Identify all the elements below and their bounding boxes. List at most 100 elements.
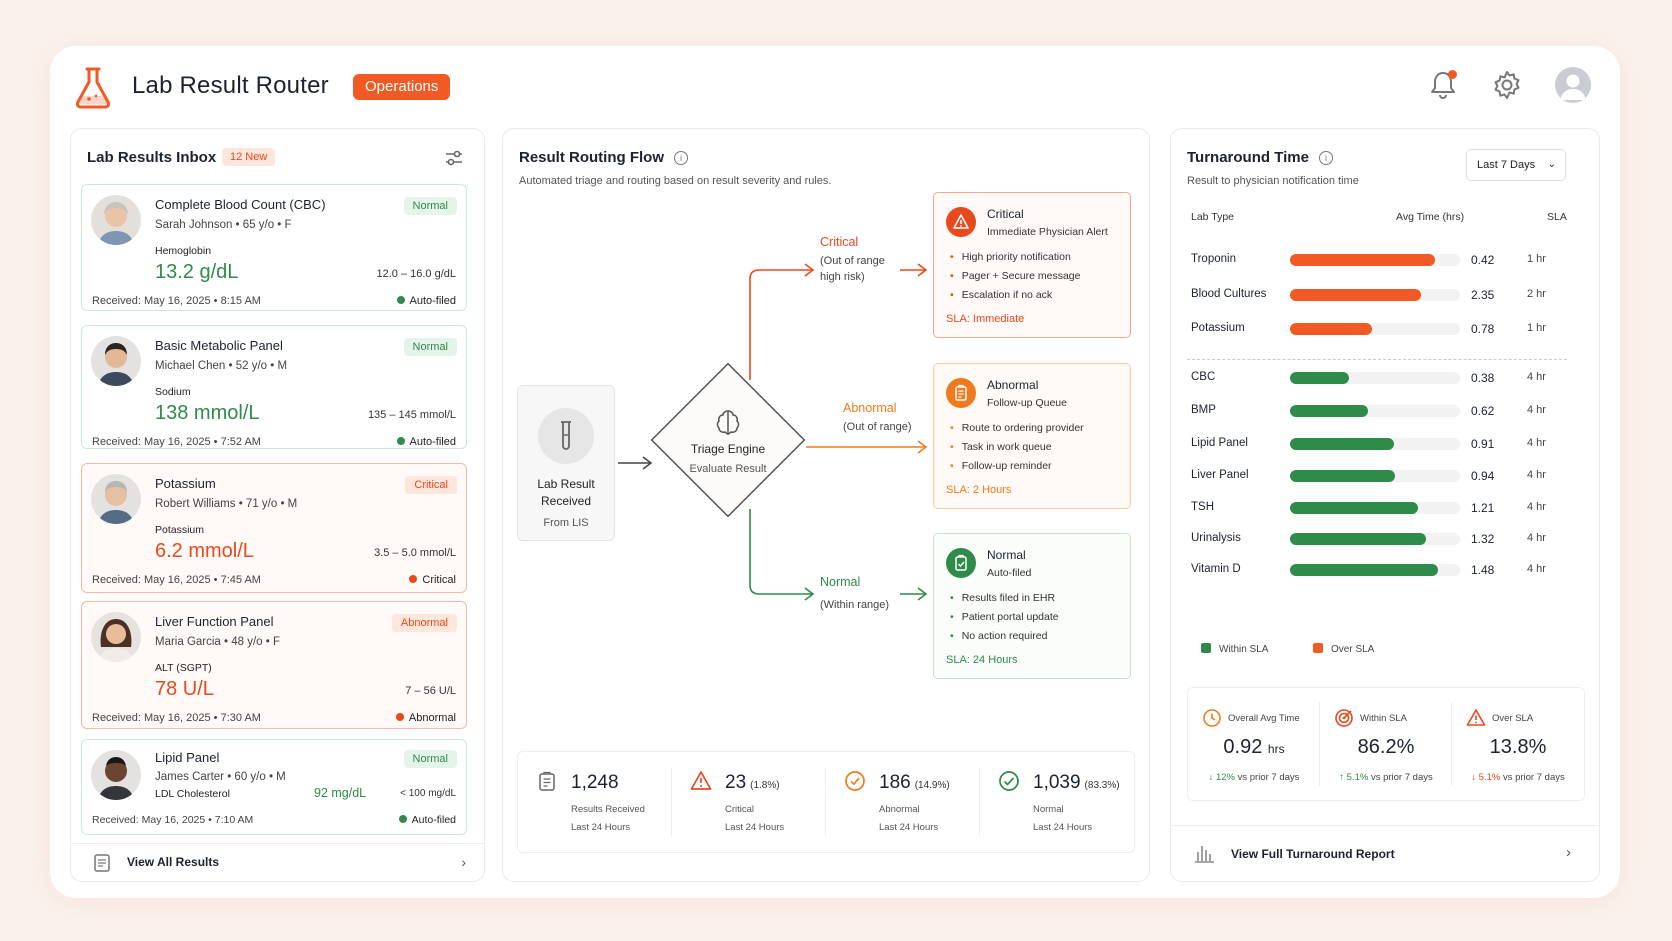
operations-badge[interactable]: Operations — [353, 74, 451, 100]
avg-time-value: 0.91 — [1471, 437, 1495, 451]
analyte-name: Potassium — [155, 524, 205, 536]
gear-icon[interactable] — [1490, 68, 1524, 102]
stat-value: 1,248 — [571, 772, 619, 794]
analyte-name: Hemoglobin — [155, 245, 212, 257]
check-circle-icon — [999, 771, 1019, 791]
avg-time-value: 1.21 — [1471, 501, 1495, 515]
kpi-delta-text: vs prior 7 days — [1502, 772, 1565, 783]
bell-icon[interactable] — [1426, 68, 1460, 102]
analyte-name: LDL Cholesterol — [155, 788, 230, 800]
stat-label: Abnormal — [879, 804, 920, 815]
tat-subtitle: Result to physician notification time — [1187, 175, 1359, 187]
stat-period: Last 24 Hours — [879, 822, 939, 833]
critical-route-sub2: high risk) — [820, 271, 865, 283]
stat-received: 1,248 Results Received Last 24 Hours — [518, 752, 672, 852]
abnormal-route-box[interactable]: Abnormal Follow-up Queue Route to orderi… — [933, 363, 1131, 509]
report-link-label: View Full Turnaround Report — [1231, 847, 1395, 861]
lab-type-name: Potassium — [1191, 322, 1245, 334]
warning-triangle-icon — [946, 207, 976, 237]
box-actions: Results filed in EHR Patient portal upda… — [950, 592, 1059, 649]
status-tag: Critical — [405, 476, 457, 494]
view-all-results-link[interactable]: View All Results › — [71, 843, 484, 881]
filing-status-label: Critical — [422, 574, 456, 586]
box-action: Task in work queue — [950, 441, 1084, 453]
result-card-potassium[interactable]: Potassium Critical Robert Williams • 71 … — [81, 463, 467, 593]
critical-route-box[interactable]: Critical Immediate Physician Alert High … — [933, 192, 1131, 338]
patient-avatar — [91, 336, 141, 386]
legend-over-sla: Over SLA — [1313, 643, 1374, 655]
lab-type-name: TSH — [1191, 501, 1214, 513]
stat-percent: (1.8%) — [750, 780, 780, 791]
tat-row: Troponin 0.42 1 hr — [1187, 249, 1557, 271]
info-icon[interactable]: i — [1318, 151, 1333, 165]
kpi-delta-text: vs prior 7 days — [1237, 772, 1300, 783]
kpi-delta-text: vs prior 7 days — [1370, 772, 1433, 783]
stat-value: 23 (1.8%) — [725, 772, 780, 794]
tat-row: Blood Cultures 2.35 2 hr — [1187, 284, 1557, 306]
filter-sliders-icon[interactable] — [443, 147, 465, 169]
filing-status-label: Auto-filed — [409, 436, 456, 448]
reference-range: < 100 mg/dL — [400, 788, 456, 799]
stat-abnormal: 186 (14.9%) Abnormal Last 24 Hours — [826, 752, 980, 852]
received-time: Received: May 16, 2025 • 7:10 AM — [92, 814, 254, 826]
box-subtitle: Auto-filed — [987, 567, 1032, 579]
tat-row: BMP 0.62 4 hr — [1187, 400, 1557, 422]
received-time: Received: May 16, 2025 • 8:15 AM — [92, 295, 261, 307]
box-action: Escalation if no ack — [950, 289, 1080, 301]
analyte-name: ALT (SGPT) — [155, 662, 212, 674]
sla-value: 4 hr — [1527, 437, 1546, 449]
result-card-lipid[interactable]: Lipid Panel Normal James Carter • 60 y/o… — [81, 739, 467, 835]
tat-row: Lipid Panel 0.91 4 hr — [1187, 433, 1557, 455]
user-avatar-icon[interactable] — [1555, 67, 1591, 103]
tat-row: CBC 0.38 4 hr — [1187, 367, 1557, 389]
lab-type-name: Urinalysis — [1191, 532, 1241, 544]
avg-time-bar — [1290, 323, 1372, 335]
stat-normal: 1,039 (83.3%) Normal Last 24 Hours — [980, 752, 1134, 852]
result-value: 6.2 mmol/L — [155, 540, 254, 562]
normal-route-box[interactable]: Normal Auto-filed Results filed in EHR P… — [933, 533, 1131, 679]
filing-status: Auto-filed — [396, 295, 456, 307]
stat-value: 1,039 (83.3%) — [1033, 772, 1120, 794]
received-time: Received: May 16, 2025 • 7:45 AM — [92, 574, 261, 586]
avg-time-bar — [1290, 405, 1368, 417]
test-name: Liver Function Panel — [155, 614, 274, 629]
lab-type-name: BMP — [1191, 404, 1216, 416]
filing-status: Auto-filed — [396, 436, 456, 448]
kpi-value: 13.8% — [1489, 736, 1547, 758]
info-icon[interactable]: i — [673, 151, 688, 165]
col-sla: SLA — [1547, 211, 1567, 223]
lab-type-name: Vitamin D — [1191, 563, 1241, 575]
avg-time-bar — [1290, 502, 1418, 514]
sla-value: 4 hr — [1527, 404, 1546, 416]
status-tag: Normal — [403, 750, 457, 768]
filing-status: Critical — [409, 574, 456, 586]
warning-triangle-icon — [690, 771, 712, 790]
tat-row: Vitamin D 1.48 4 hr — [1187, 559, 1557, 581]
avg-time-bar — [1290, 564, 1438, 576]
lab-type-name: CBC — [1191, 371, 1216, 383]
sla-value: 1 hr — [1527, 253, 1546, 265]
avg-time-bar-track — [1290, 405, 1460, 417]
filing-status: Auto-filed — [398, 814, 456, 826]
patient-avatar — [91, 474, 141, 524]
critical-route-sub: (Out of range high risk) — [820, 253, 885, 285]
kpi-delta-value: 5.1% — [1346, 772, 1369, 783]
result-value: 138 mmol/L — [155, 402, 260, 424]
result-card-cbc[interactable]: Complete Blood Count (CBC) Normal Sarah … — [81, 184, 467, 311]
kpi-label: Overall Avg Time — [1228, 713, 1300, 724]
lab-type-name: Lipid Panel — [1191, 437, 1248, 449]
result-card-bmp[interactable]: Basic Metabolic Panel Normal Michael Che… — [81, 325, 467, 449]
date-range-select[interactable]: Last 7 Days ⌄ — [1466, 149, 1566, 181]
analyte-name: Sodium — [155, 386, 191, 398]
box-action: Results filed in EHR — [950, 592, 1059, 604]
legend-over-label: Over SLA — [1331, 644, 1375, 655]
view-all-label: View All Results — [127, 855, 220, 869]
result-card-liver[interactable]: Liver Function Panel Abnormal Maria Garc… — [81, 601, 467, 729]
arrow-down-icon: ↓ — [1471, 772, 1477, 783]
turnaround-time-panel: Turnaround Time i Result to physician not… — [1170, 128, 1600, 882]
flow-subtitle: Automated triage and routing based on re… — [519, 175, 832, 187]
tat-title: Turnaround Time — [1187, 149, 1309, 166]
view-turnaround-report-link[interactable]: View Full Turnaround Report › — [1171, 825, 1599, 881]
test-name: Complete Blood Count (CBC) — [155, 197, 326, 212]
stat-number: 23 — [725, 772, 747, 793]
